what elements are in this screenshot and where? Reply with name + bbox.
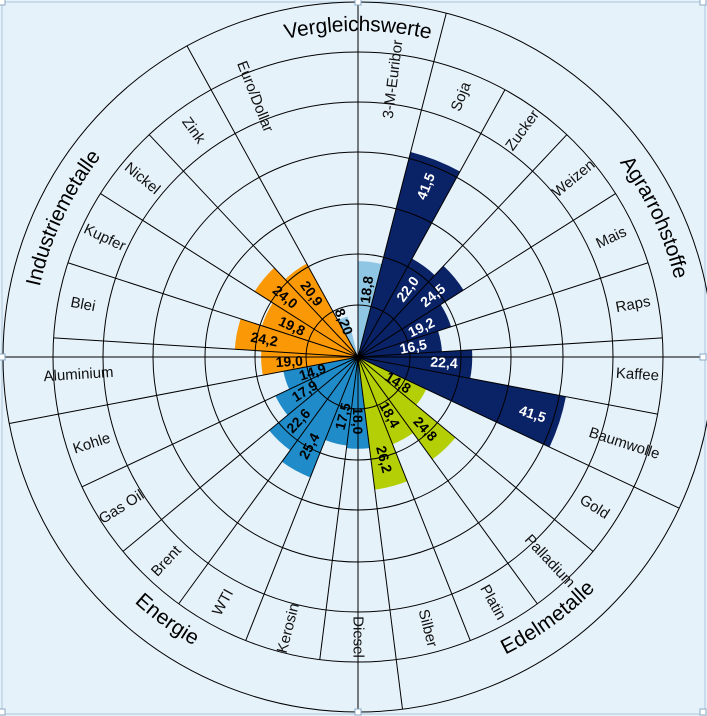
bar-kerosin — [325, 357, 358, 446]
radial-separator — [53, 337, 359, 358]
selection-handle — [699, 708, 707, 716]
bar-kupfer — [261, 302, 358, 357]
bar-palladium — [358, 357, 456, 460]
radial-separator — [357, 356, 471, 641]
selection-handle — [0, 708, 6, 716]
value-label: 22,4 — [430, 354, 458, 372]
selection-handle — [699, 0, 707, 6]
bar-wti — [281, 357, 358, 478]
radial-separator — [210, 89, 359, 358]
bar-zucker — [358, 258, 435, 357]
radial-separator — [178, 356, 359, 605]
category-label: Diesel — [350, 616, 367, 658]
value-label: 19,0 — [275, 352, 303, 370]
radial-separator — [357, 356, 397, 660]
radial-separator — [148, 134, 359, 358]
bar-zink — [285, 263, 358, 357]
radial-separator — [245, 356, 359, 641]
selection-handle — [0, 0, 6, 6]
value-label: 18,0 — [350, 407, 366, 434]
value-label: 17,5 — [332, 401, 354, 432]
radial-separator — [357, 337, 663, 358]
value-label: 16,5 — [398, 336, 428, 357]
selection-handle — [354, 708, 362, 716]
radial-separator — [357, 89, 506, 358]
group-separator — [186, 45, 212, 90]
radial-separator — [357, 356, 594, 552]
radial-separator — [357, 356, 658, 415]
radial-separator — [357, 193, 616, 358]
value-label: 26,2 — [373, 444, 395, 475]
group-separator — [433, 13, 447, 62]
category-label: Raps — [614, 293, 652, 316]
radial-separator — [319, 356, 359, 660]
bar-nickel — [254, 267, 358, 357]
bar-gas-oil — [275, 357, 358, 416]
bar-kohle — [283, 357, 358, 390]
bar-brent — [269, 357, 358, 451]
group-separator — [9, 413, 59, 425]
radial-separator — [58, 356, 359, 415]
bar-gold — [358, 357, 427, 406]
bar-silber — [358, 357, 408, 490]
radial-separator — [122, 356, 359, 552]
radial-separator — [357, 356, 538, 605]
radial-separator — [100, 193, 359, 358]
bar-soja — [358, 152, 460, 357]
radial-separator — [357, 356, 635, 488]
category-label: Blei — [69, 294, 97, 315]
bar-mais — [358, 304, 452, 357]
selection-handle — [0, 353, 6, 361]
radial-separator — [81, 356, 359, 488]
group-separator — [633, 486, 680, 509]
value-label: 24,2 — [249, 329, 279, 350]
radial-separator — [357, 262, 649, 358]
group-separator — [395, 659, 403, 710]
selection-handle — [354, 0, 362, 6]
bar-weizen — [358, 265, 464, 357]
selection-handle — [699, 353, 707, 361]
radial-separator — [357, 61, 435, 358]
category-label: Kaffee — [615, 365, 659, 385]
bar-baumwolle — [358, 357, 566, 448]
radial-separator — [357, 134, 568, 358]
radial-separator — [67, 262, 359, 358]
category-label: Aluminium — [43, 364, 114, 385]
value-label: 18,8 — [357, 275, 376, 304]
